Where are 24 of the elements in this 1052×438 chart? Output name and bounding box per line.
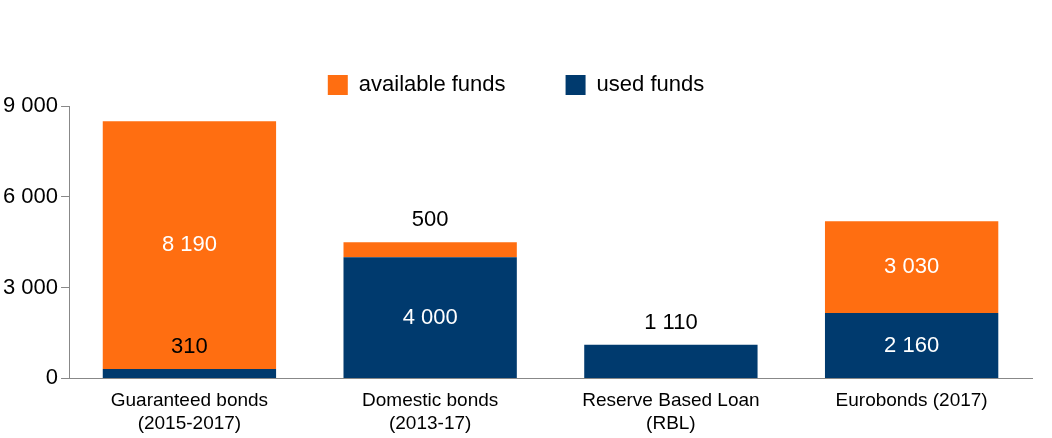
data-label: 2 160 <box>884 331 940 357</box>
x-tick-label: Eurobonds (2017) <box>835 389 988 411</box>
y-tick-label: 6 000 <box>2 182 59 208</box>
bar <box>584 344 758 378</box>
data-label: 3 030 <box>884 253 940 279</box>
bar <box>343 257 517 378</box>
x-tick-label: Reserve Based Loan (RBL) <box>582 389 760 433</box>
bar <box>102 369 277 378</box>
y-tick-label: 0 <box>45 364 59 390</box>
data-label: 4 000 <box>402 303 458 329</box>
bar <box>343 242 517 258</box>
x-tick-label: Guaranteed bonds (2015-2017) <box>110 389 269 433</box>
y-tick-label: 3 000 <box>2 273 59 299</box>
data-label: 310 <box>171 333 208 359</box>
data-label: 1 110 <box>644 308 698 334</box>
bar <box>824 313 999 378</box>
x-tick-label: Domestic bonds (2013-17) <box>362 389 499 433</box>
y-tick-label: 9 000 <box>2 92 59 118</box>
bar <box>824 221 999 314</box>
data-label: 500 <box>411 206 449 232</box>
data-label: 8 190 <box>161 231 217 257</box>
legend-label: available funds <box>358 71 506 97</box>
legend-label: used funds <box>596 71 705 97</box>
bar <box>102 121 277 370</box>
